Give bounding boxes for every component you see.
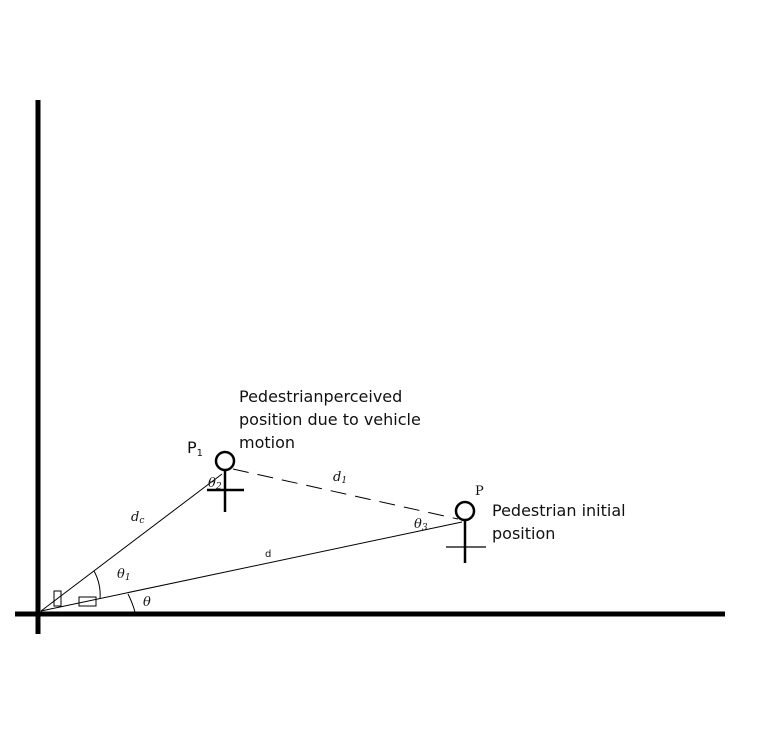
line-d bbox=[40, 521, 463, 612]
label-p: P bbox=[475, 484, 484, 499]
pedestrian-perceived-head bbox=[214, 450, 236, 472]
label-theta: θ bbox=[143, 595, 151, 610]
pedestrian-initial-figure bbox=[446, 500, 486, 563]
perceived-position-caption: Pedestrianperceived position due to vehi… bbox=[239, 387, 421, 452]
label-theta1: θ1 bbox=[117, 567, 131, 583]
perceived-caption-line1: Pedestrianperceived bbox=[239, 387, 402, 406]
initial-caption-line1: Pedestrian initial bbox=[492, 501, 626, 520]
theta1-arc bbox=[93, 570, 101, 600]
pedestrian-initial-head bbox=[454, 500, 476, 522]
label-dc: dc bbox=[131, 510, 144, 526]
vehicle-horizontal bbox=[78, 596, 97, 607]
line-d1-dashed bbox=[232, 468, 459, 520]
label-d: d bbox=[265, 549, 271, 560]
label-theta3: θ3 bbox=[414, 517, 428, 533]
label-theta2: θ2 bbox=[208, 476, 222, 492]
initial-caption-line2: position bbox=[492, 524, 555, 543]
perceived-caption-line3: motion bbox=[239, 433, 295, 452]
line-dc bbox=[40, 473, 223, 612]
label-d1: d1 bbox=[333, 470, 347, 486]
theta-arc bbox=[127, 593, 136, 613]
label-p1: P1 bbox=[187, 438, 203, 459]
vehicle-vertical bbox=[53, 590, 62, 607]
pedestrian-perceived-figure bbox=[207, 450, 244, 512]
initial-position-caption: Pedestrian initial position bbox=[492, 501, 626, 543]
perceived-caption-line2: position due to vehicle bbox=[239, 410, 421, 429]
